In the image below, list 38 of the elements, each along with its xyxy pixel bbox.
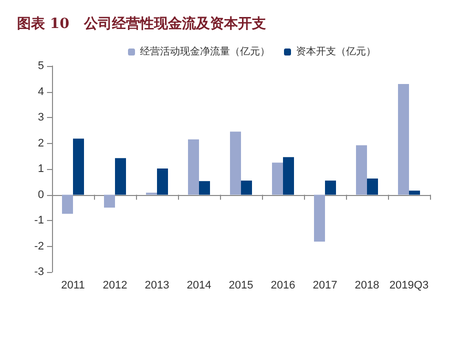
y-tick-label: -1 — [34, 214, 44, 226]
bar — [325, 180, 336, 195]
y-tick-label: 4 — [38, 86, 44, 98]
x-tick-label: 2011 — [61, 280, 85, 292]
y-tick-label: 1 — [38, 163, 44, 175]
chart-title: 图表 10 公司经营性现金流及资本开支 — [17, 15, 266, 32]
y-tick-label: -3 — [34, 266, 44, 278]
legend-label: 资本开支（亿元） — [296, 46, 376, 58]
bar — [314, 194, 325, 242]
bar — [73, 138, 84, 195]
bar — [356, 145, 367, 195]
y-tick-label: 2 — [38, 137, 44, 150]
bar — [241, 180, 252, 195]
bar — [199, 181, 210, 195]
x-tick-label: 2015 — [228, 280, 254, 292]
y-tick-label: 0 — [38, 188, 44, 201]
bar — [398, 84, 409, 195]
x-tick-label: 2016 — [270, 280, 296, 292]
x-tick-label: 2017 — [312, 280, 338, 292]
bar — [104, 194, 115, 208]
y-tick-label: 5 — [38, 60, 44, 72]
y-tick-label: -2 — [34, 240, 44, 252]
x-tick-label: 2014 — [186, 280, 212, 292]
y-tick-label: 3 — [38, 112, 44, 124]
legend-label: 经营活动现金净流量（亿元） — [140, 46, 270, 58]
bar — [188, 139, 199, 195]
bar — [409, 190, 420, 195]
x-tick-label: 2012 — [102, 280, 128, 292]
bar — [62, 194, 73, 214]
bar — [230, 132, 241, 195]
bar — [157, 168, 168, 195]
bar — [272, 162, 283, 195]
bar — [367, 178, 378, 195]
bar — [115, 158, 126, 195]
x-tick-label: 2018 — [354, 280, 380, 292]
bar — [283, 157, 294, 195]
x-tick-label: 2013 — [144, 280, 170, 292]
x-tick-label: 2019Q3 — [389, 280, 429, 292]
